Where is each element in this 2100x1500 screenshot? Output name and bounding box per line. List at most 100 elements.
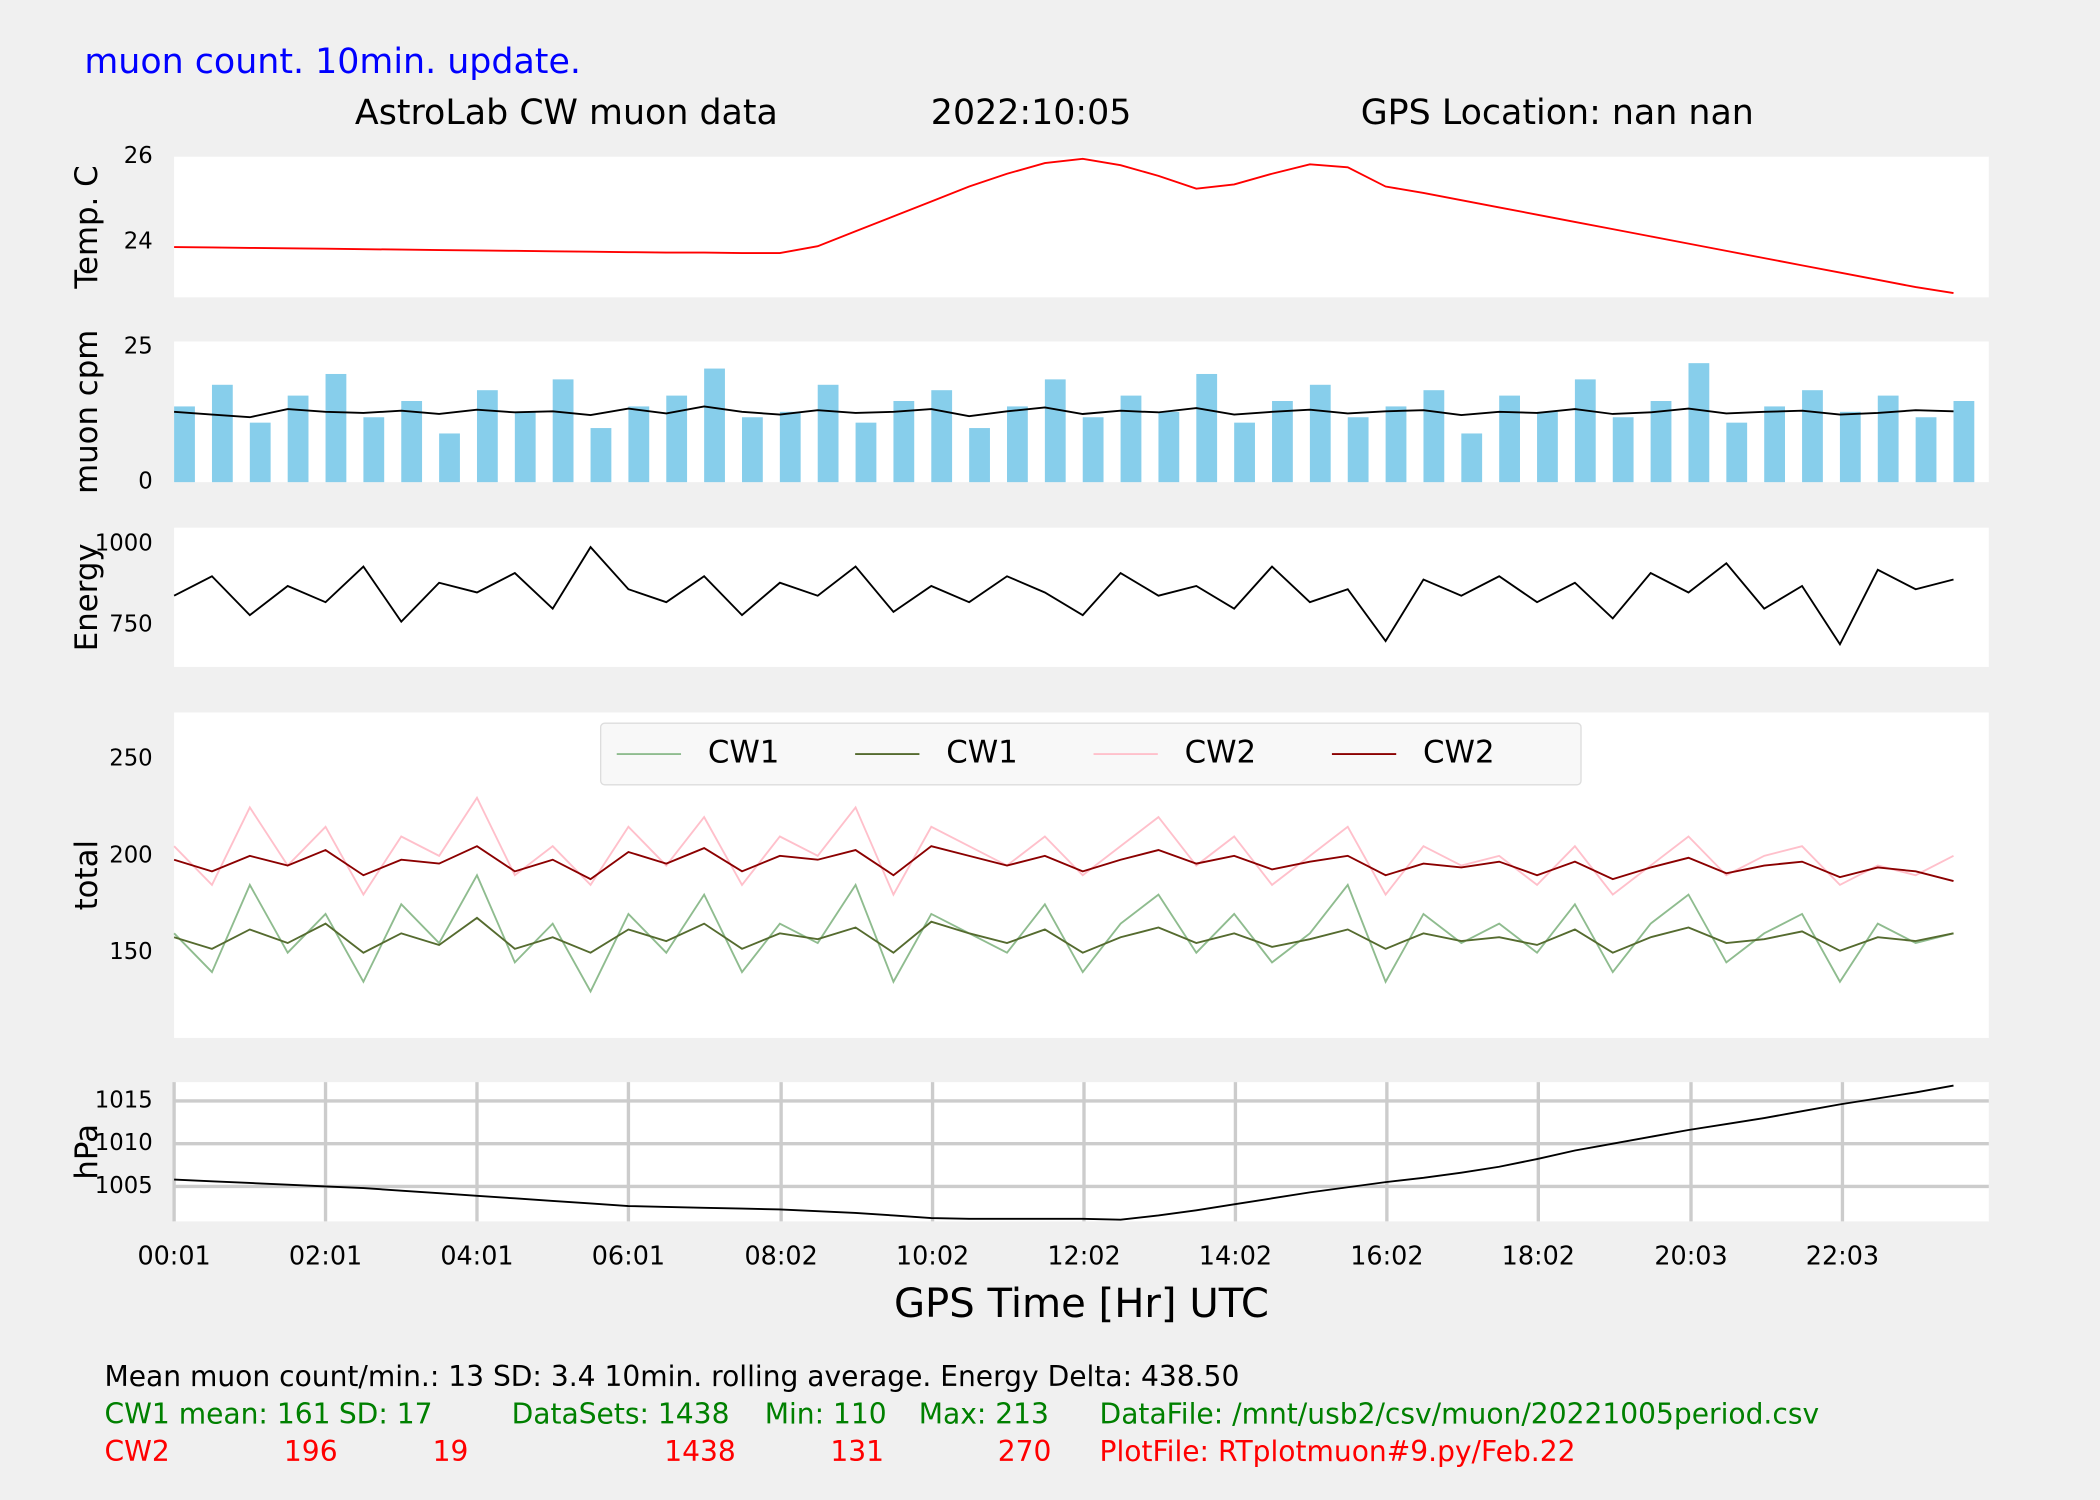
bar bbox=[741, 417, 763, 483]
x-tick-label: 06:01 bbox=[592, 1241, 665, 1271]
bar bbox=[1234, 422, 1255, 483]
bar bbox=[325, 373, 347, 483]
legend-label: CW1 bbox=[946, 735, 1018, 771]
x-tick-label: 14:02 bbox=[1199, 1241, 1272, 1271]
bar bbox=[1120, 395, 1142, 483]
line bbox=[173, 873, 1954, 994]
bar bbox=[855, 422, 877, 483]
legend-label: CW2 bbox=[1185, 735, 1257, 771]
line bbox=[173, 795, 1954, 897]
bar bbox=[1839, 411, 1861, 483]
y-tick-label: 200 bbox=[109, 842, 152, 868]
x-tick-label: 04:01 bbox=[440, 1241, 513, 1271]
bar bbox=[514, 411, 536, 483]
bar bbox=[476, 390, 498, 483]
bar bbox=[249, 422, 271, 483]
legend-box bbox=[600, 722, 1582, 786]
y-tick-label: 750 bbox=[109, 611, 152, 637]
bar bbox=[211, 384, 233, 483]
panel bbox=[174, 1082, 1989, 1222]
bar bbox=[1650, 401, 1672, 483]
panel bbox=[174, 156, 1989, 298]
x-tick-label: 22:03 bbox=[1806, 1241, 1879, 1271]
cw2-stat: CW2 bbox=[104, 1435, 169, 1468]
bar bbox=[363, 417, 385, 483]
bar bbox=[590, 428, 612, 483]
bar bbox=[666, 395, 688, 483]
y-axis-label: hPa bbox=[69, 1124, 105, 1180]
cw1-stat: CW1 mean: 161 bbox=[104, 1398, 330, 1431]
y-tick-label: 1010 bbox=[95, 1130, 153, 1156]
y-tick-label: 1000 bbox=[95, 530, 153, 556]
y-axis-label: muon cpm bbox=[69, 330, 105, 494]
bar bbox=[1612, 417, 1634, 483]
cw1-stat: SD: 17 bbox=[339, 1398, 433, 1431]
bar bbox=[893, 401, 915, 483]
date: 2022:10:05 bbox=[931, 93, 1132, 133]
y-tick-label: 1005 bbox=[95, 1173, 153, 1199]
bar bbox=[287, 395, 309, 483]
cw2-stat: PlotFile: RTplotmuon#9.py/Feb.22 bbox=[1100, 1435, 1576, 1468]
bar bbox=[1196, 373, 1218, 483]
cw1-stat: DataFile: /mnt/usb2/csv/muon/20221005per… bbox=[1100, 1398, 1820, 1431]
bar bbox=[1272, 401, 1293, 483]
y-tick-label: 250 bbox=[109, 745, 152, 771]
legend-label: CW2 bbox=[1423, 735, 1495, 771]
bar bbox=[1461, 433, 1483, 483]
bar bbox=[931, 390, 953, 483]
legend-label: CW1 bbox=[708, 735, 780, 771]
x-tick-label: 08:02 bbox=[744, 1241, 817, 1271]
bar bbox=[1688, 363, 1710, 483]
y-tick-label: 1015 bbox=[95, 1087, 153, 1113]
bar bbox=[174, 406, 195, 483]
location: GPS Location: nan nan bbox=[1361, 93, 1754, 133]
line bbox=[174, 405, 1954, 419]
bar bbox=[779, 411, 801, 483]
bar bbox=[817, 384, 839, 483]
summary: Mean muon count/min.: 13 SD: 3.4 10min. … bbox=[104, 1360, 1239, 1393]
y-tick-label: 26 bbox=[124, 143, 153, 169]
bar bbox=[1953, 401, 1975, 483]
x-axis-label: GPS Time [Hr] UTC bbox=[894, 1281, 1269, 1327]
line bbox=[173, 545, 1954, 647]
bar bbox=[1158, 411, 1180, 483]
bar bbox=[1385, 406, 1407, 483]
bar bbox=[1537, 411, 1558, 483]
cw2-stat: 270 bbox=[998, 1435, 1052, 1468]
x-tick-label: 18:02 bbox=[1502, 1241, 1575, 1271]
line bbox=[174, 157, 1954, 294]
y-axis-label: total bbox=[69, 840, 105, 910]
panel bbox=[174, 341, 1989, 483]
bar bbox=[1499, 395, 1520, 483]
bar bbox=[1574, 379, 1596, 483]
x-tick-label: 20:03 bbox=[1654, 1241, 1727, 1271]
bar bbox=[704, 368, 725, 483]
bar bbox=[1726, 422, 1748, 483]
y-axis-label: Energy bbox=[69, 543, 105, 651]
bar bbox=[439, 433, 460, 483]
cw1-stat: DataSets: 1438 bbox=[512, 1398, 730, 1431]
bar bbox=[1044, 379, 1066, 483]
bar bbox=[1007, 406, 1028, 483]
note: muon count. 10min. update. bbox=[84, 42, 581, 82]
bar bbox=[1082, 417, 1104, 483]
bar bbox=[969, 428, 990, 483]
bar bbox=[1802, 390, 1823, 483]
line bbox=[173, 845, 1954, 882]
y-tick-label: 150 bbox=[109, 939, 152, 965]
chart-title: AstroLab CW muon data bbox=[355, 93, 778, 133]
bar bbox=[1347, 417, 1369, 483]
x-tick-label: 12:02 bbox=[1047, 1241, 1120, 1271]
bar bbox=[552, 379, 574, 483]
bar bbox=[628, 406, 650, 483]
cw2-stat: 131 bbox=[830, 1435, 884, 1468]
bar bbox=[401, 401, 423, 483]
x-tick-label: 10:02 bbox=[896, 1241, 969, 1271]
line bbox=[174, 1084, 1954, 1221]
y-tick-label: 0 bbox=[138, 469, 152, 495]
panel bbox=[174, 527, 1989, 667]
y-axis-label: Temp. C bbox=[69, 165, 105, 289]
bar bbox=[1423, 390, 1445, 483]
cw1-stat: Max: 213 bbox=[919, 1398, 1049, 1431]
